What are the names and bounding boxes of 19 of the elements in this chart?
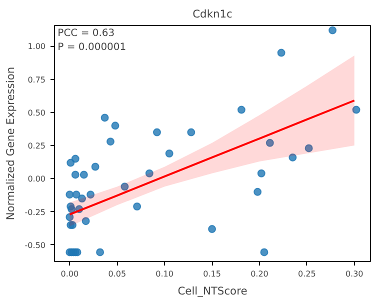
y-tick-label: 1.00 [28, 42, 46, 52]
x-tick-label: 0.20 [250, 270, 268, 278]
x-tick-label: 0.05 [108, 270, 126, 278]
x-tick-label: 0.15 [203, 270, 221, 278]
y-tick-label: 0.25 [28, 142, 46, 151]
chart-title: Cdkn1c [192, 8, 233, 20]
x-tick-label: 0.25 [298, 270, 316, 278]
x-tick-label: 0.00 [60, 270, 79, 278]
x-tick-label: 0.10 [156, 270, 174, 278]
x-tick-label: 0.30 [345, 270, 364, 278]
x-axis-title: Cell_NTScore [178, 284, 248, 298]
y-tick-label: -0.50 [24, 240, 46, 250]
y-tick-label: -0.25 [24, 208, 46, 217]
annotation: PCC = 0.63 [58, 28, 115, 39]
annotation: P = 0.000001 [58, 42, 126, 54]
y-tick-label: 0.75 [28, 75, 46, 84]
y-tick-label: 0.50 [28, 108, 46, 118]
y-tick-label: 0.00 [28, 174, 46, 184]
y-axis-title: Normalized Gene Expression [4, 66, 17, 220]
